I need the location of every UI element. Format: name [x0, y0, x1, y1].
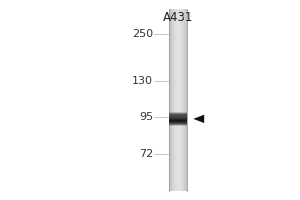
Bar — [169, 115, 187, 120]
Bar — [169, 116, 187, 120]
Bar — [169, 115, 187, 119]
Bar — [185, 9, 186, 191]
Bar — [169, 114, 187, 118]
Bar — [169, 115, 187, 119]
Bar — [174, 9, 175, 191]
Bar — [181, 9, 182, 191]
Bar — [179, 9, 180, 191]
Bar — [169, 9, 187, 191]
Bar — [177, 9, 178, 191]
Bar — [186, 9, 187, 191]
Bar — [180, 9, 181, 191]
Bar — [169, 120, 187, 124]
Bar — [169, 121, 187, 125]
Text: 72: 72 — [139, 149, 153, 159]
Text: 95: 95 — [139, 112, 153, 122]
Bar — [173, 9, 174, 191]
Bar — [178, 9, 179, 191]
Text: 250: 250 — [132, 29, 153, 39]
Bar — [170, 9, 171, 191]
Bar — [182, 9, 183, 191]
Text: A431: A431 — [163, 11, 193, 24]
Bar — [169, 117, 187, 121]
Bar — [169, 9, 170, 191]
Bar — [169, 119, 187, 124]
Text: 130: 130 — [132, 76, 153, 86]
Bar — [169, 116, 187, 121]
Bar — [169, 114, 187, 119]
Bar — [169, 113, 187, 118]
Bar — [183, 9, 184, 191]
Bar — [184, 9, 185, 191]
Polygon shape — [193, 115, 204, 123]
Bar — [169, 112, 187, 117]
Bar — [169, 119, 187, 123]
Bar — [169, 121, 187, 126]
Bar — [169, 113, 187, 117]
Bar — [176, 9, 177, 191]
Bar — [171, 9, 172, 191]
Bar — [169, 118, 187, 122]
Bar — [172, 9, 173, 191]
Bar — [169, 117, 187, 122]
Bar — [169, 118, 187, 123]
Bar — [169, 120, 187, 125]
